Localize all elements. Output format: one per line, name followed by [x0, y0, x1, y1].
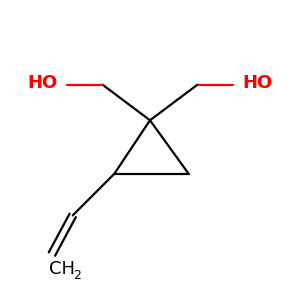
Text: CH: CH: [49, 260, 75, 278]
Text: HO: HO: [28, 74, 58, 92]
Text: 2: 2: [73, 269, 80, 282]
Text: HO: HO: [242, 74, 272, 92]
